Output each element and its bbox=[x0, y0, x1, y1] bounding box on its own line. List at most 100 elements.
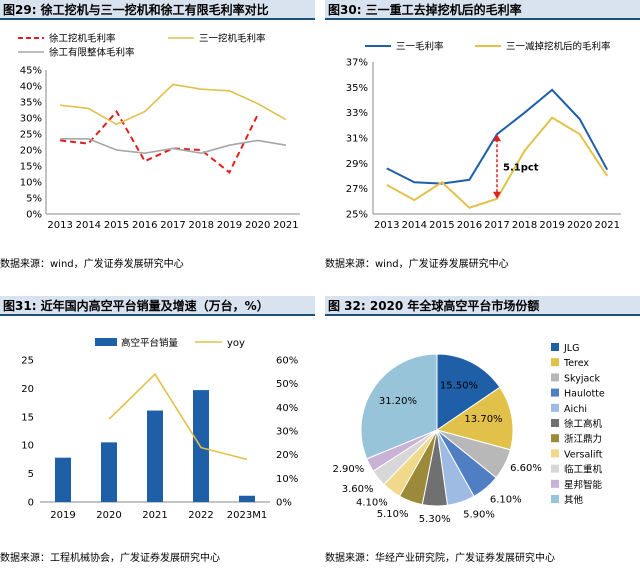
pie-data-label: 5.90% bbox=[463, 510, 495, 521]
x-tick-label: 2014 bbox=[402, 220, 427, 231]
chart-title: 图29: 徐工挖机与三一挖机和徐工有限毛利率对比 bbox=[0, 0, 315, 20]
bar bbox=[239, 495, 255, 502]
x-tick-label: 2022 bbox=[188, 510, 213, 521]
source-note: 数据来源：华经产业研究院，广发证券发展研究中心 bbox=[325, 553, 555, 564]
chart-title: 图 32: 2020 年全球高空平台市场份额 bbox=[325, 296, 640, 316]
y-tick-label: 40% bbox=[20, 82, 42, 93]
y-tick-label: 35% bbox=[20, 98, 42, 109]
pie-slice-1 bbox=[436, 353, 501, 431]
x-tick-label: 2015 bbox=[429, 220, 454, 231]
legend-swatch bbox=[551, 464, 559, 473]
x-tick-label: 2021 bbox=[142, 510, 167, 521]
source-note: 数据来源：wind，广发证券发展研究中心 bbox=[325, 259, 509, 270]
x-tick-label: 2021 bbox=[594, 220, 619, 231]
y-tick-label: 15% bbox=[20, 162, 42, 173]
bar-line-chart-fig31: 0 5 10 15 20 25 0% 10% 20% 30% 40% 50% 60% 2019 2020 20… bbox=[21, 337, 298, 521]
x-tick-label: 2014 bbox=[76, 220, 101, 231]
legend-label: 三一挖机毛利率 bbox=[199, 33, 266, 45]
pie-slice-2 bbox=[435, 386, 514, 451]
line-chart-fig29: 0% 5% 10% 15% 20% 25% 30% 35% 40% 45% 2013 2014 2015… bbox=[18, 33, 300, 231]
chart-panel-fig31: 图31: 近年国内高空平台销量及增速（万台，%） 0 5 10 15 20 25 0% 10%… bbox=[0, 296, 315, 568]
legend-label: Versalift bbox=[564, 449, 603, 460]
x-tick-label: 2023M1 bbox=[227, 510, 267, 521]
y-tick-label-left: 25 bbox=[21, 356, 34, 367]
x-tick-label: 2018 bbox=[512, 220, 537, 231]
y-tick-label: 0% bbox=[26, 210, 42, 221]
x-tick-label: 2019 bbox=[539, 220, 564, 231]
legend-label: 浙江鼎力 bbox=[564, 433, 602, 445]
legend-swatch bbox=[551, 403, 559, 412]
legend-label: 其他 bbox=[564, 494, 584, 506]
y-tick-label: 27% bbox=[346, 184, 368, 195]
legend-swatch bbox=[551, 358, 559, 367]
y-tick-label-right: 60% bbox=[276, 356, 298, 367]
x-tick-label: 2013 bbox=[374, 220, 399, 231]
x-tick-label: 2019 bbox=[217, 220, 242, 231]
x-tick-label: 2013 bbox=[47, 220, 72, 231]
legend-swatch bbox=[551, 479, 559, 488]
y-tick-label: 35% bbox=[346, 83, 368, 94]
line-chart-fig30: 25%27%29%31%33%35%37%2013 2014 2015 2016 201… bbox=[346, 41, 621, 231]
legend-label: 星邦智能 bbox=[564, 479, 603, 491]
legend-label: 徐工挖机毛利率 bbox=[49, 33, 116, 45]
x-tick-label: 2018 bbox=[188, 220, 213, 231]
x-tick-label: 2015 bbox=[104, 220, 129, 231]
annotation-arrow-head bbox=[493, 191, 501, 199]
y-tick-label: 29% bbox=[346, 159, 368, 170]
legend-label: Aichi bbox=[564, 404, 587, 415]
legend-label: Haulotte bbox=[564, 389, 605, 400]
annotation-arrow-head bbox=[493, 134, 501, 142]
legend-label: 徐工高机 bbox=[564, 418, 603, 430]
pie-data-label: 13.70% bbox=[464, 414, 502, 425]
y-tick-label-left: 10 bbox=[21, 441, 34, 452]
annotation-label: 5.1pct bbox=[503, 163, 539, 174]
source-note: 数据来源：wind，广发证券发展研究中心 bbox=[0, 259, 184, 270]
y-tick-label: 33% bbox=[346, 108, 368, 119]
x-tick-label: 2017 bbox=[160, 220, 185, 231]
chart-panel-fig30: 图30: 三一重工去掉挖机后的毛利率 25% 27% 29% 31% 33% 35% 37%… bbox=[325, 0, 640, 275]
series-line-2 bbox=[60, 138, 287, 155]
legend-swatch bbox=[551, 388, 559, 397]
bar bbox=[101, 442, 117, 502]
pie-data-label: 6.60% bbox=[510, 463, 542, 474]
pie-data-label: 6.10% bbox=[490, 495, 522, 506]
bar bbox=[193, 390, 209, 502]
y-tick-label: 45% bbox=[20, 66, 42, 77]
pie-slice-11 bbox=[360, 353, 438, 460]
legend-swatch bbox=[551, 434, 559, 443]
pie-data-label: 3.60% bbox=[342, 484, 374, 495]
legend-label: 高空平台销量 bbox=[121, 337, 179, 349]
x-tick-label: 2016 bbox=[132, 220, 157, 231]
legend-swatch bbox=[551, 343, 559, 351]
series-line-yoy bbox=[108, 372, 248, 461]
x-tick-label: 2020 bbox=[567, 220, 592, 231]
y-tick-label-right: 30% bbox=[276, 427, 298, 438]
pie-data-label: 5.30% bbox=[419, 514, 451, 525]
y-tick-label: 31% bbox=[346, 134, 368, 145]
y-tick-label-right: 40% bbox=[276, 403, 298, 414]
legend-label: Skyjack bbox=[564, 373, 600, 384]
x-tick-label: 2020 bbox=[245, 220, 270, 231]
y-tick-label: 20% bbox=[20, 146, 42, 157]
y-tick-label: 25% bbox=[346, 210, 368, 221]
source-note: 数据来源：工程机械协会，广发证券发展研究中心 bbox=[0, 553, 220, 564]
x-tick-label: 2017 bbox=[484, 220, 509, 231]
legend-swatch bbox=[95, 338, 117, 346]
legend-swatch bbox=[551, 373, 559, 382]
legend-label: 临工重机 bbox=[564, 464, 603, 476]
series-line-1 bbox=[60, 83, 287, 126]
y-tick-label-left: 5 bbox=[28, 469, 34, 480]
pie-data-label: 4.10% bbox=[356, 498, 388, 509]
legend-label: 三一毛利率 bbox=[396, 41, 444, 53]
legend-label: 徐工有限整体毛利率 bbox=[49, 47, 135, 59]
pie-data-label: 31.20% bbox=[379, 396, 417, 407]
pie-data-label: 2.90% bbox=[333, 464, 365, 475]
chart-panel-fig32: 图 32: 2020 年全球高空平台市场份额 15.50% 13.70% 6.60%… bbox=[325, 296, 640, 568]
y-tick-label-left: 0 bbox=[28, 498, 34, 509]
y-tick-label: 30% bbox=[20, 114, 42, 125]
legend-label: 三一减掉挖机后的毛利率 bbox=[506, 41, 611, 53]
y-tick-label: 37% bbox=[346, 58, 368, 69]
legend-label: yoy bbox=[227, 338, 245, 349]
x-tick-label: 2016 bbox=[457, 220, 482, 231]
y-tick-label-right: 10% bbox=[276, 474, 298, 485]
